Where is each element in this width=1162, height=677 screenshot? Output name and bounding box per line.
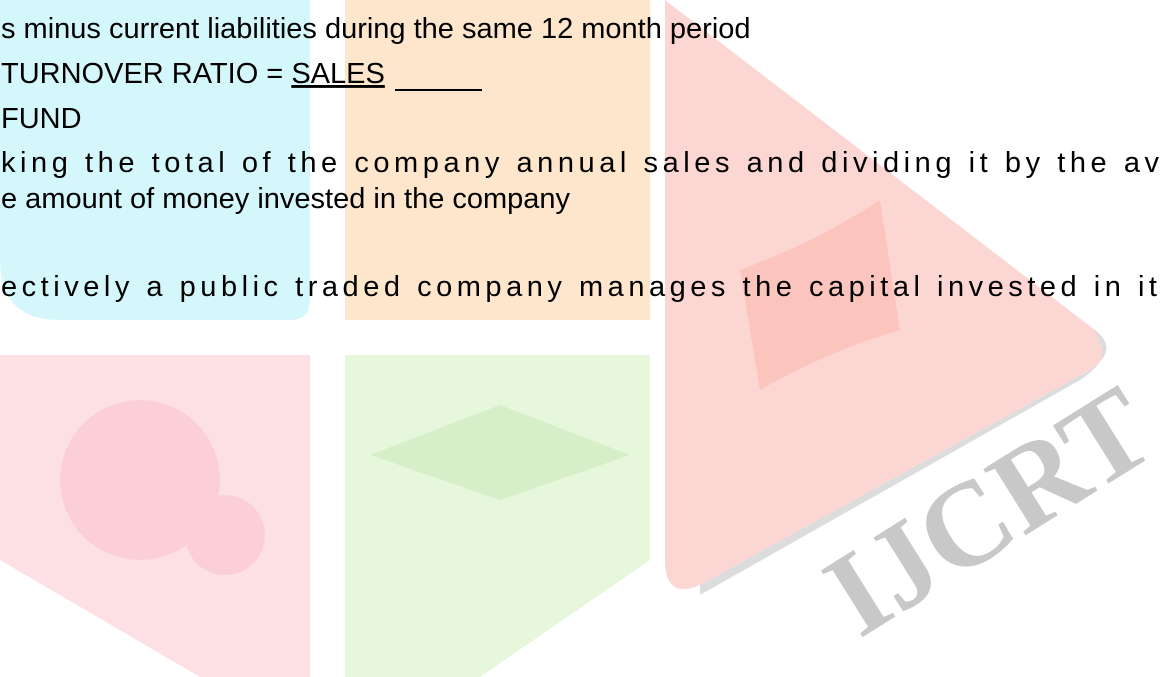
formula-label: TURNOVER RATIO = [1,58,291,90]
watermark-cyan [0,0,310,320]
text-line: FUND [1,103,82,135]
text-line: e amount of money invested in the compan… [1,183,571,215]
watermark-gear [185,495,265,575]
formula-numerator: SALES [291,58,385,90]
watermark-green [345,355,650,677]
watermark-cap [370,405,630,500]
watermark-gear [60,400,220,560]
text-line: s minus current liabilities during the s… [1,13,751,45]
text-line: TURNOVER RATIO = SALES [1,58,385,90]
watermark-shadow [700,330,1107,595]
text-line: king the total of the company annual sal… [1,147,1159,179]
watermark-book [740,200,900,390]
watermark-orange [345,0,650,320]
